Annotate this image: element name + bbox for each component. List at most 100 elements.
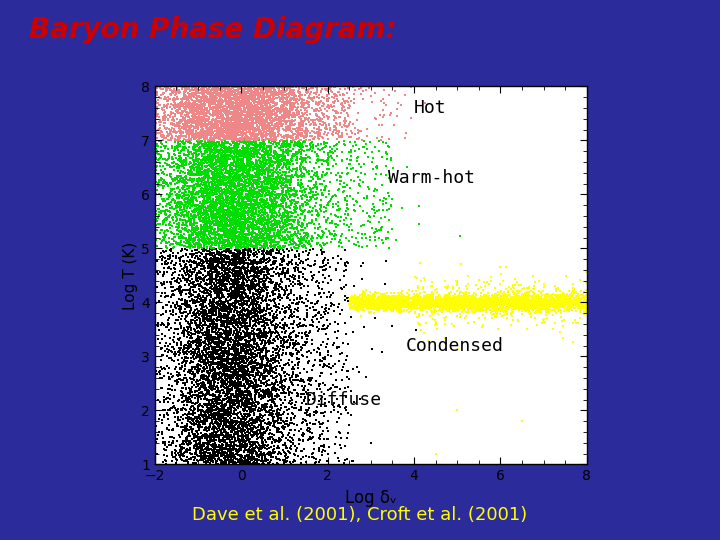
Point: [241, 384, 253, 393]
Point: [396, 299, 408, 308]
Point: [568, 286, 580, 294]
Point: [181, 178, 192, 187]
Point: [279, 336, 290, 345]
Point: [253, 368, 265, 376]
Point: [451, 295, 462, 303]
Point: [270, 436, 282, 445]
Point: [212, 347, 224, 356]
Point: [294, 238, 306, 247]
Point: [206, 416, 217, 424]
Point: [238, 436, 249, 445]
Point: [197, 324, 209, 333]
Point: [158, 264, 170, 273]
Point: [263, 369, 274, 378]
Point: [222, 125, 234, 133]
Point: [179, 121, 190, 130]
Point: [276, 180, 287, 188]
Point: [382, 301, 393, 310]
Point: [243, 216, 254, 225]
Point: [447, 299, 459, 307]
Point: [247, 211, 258, 219]
Point: [238, 317, 249, 326]
Point: [319, 399, 330, 407]
Point: [438, 304, 449, 313]
Point: [318, 278, 329, 287]
Point: [159, 178, 171, 187]
Point: [161, 301, 172, 309]
Point: [277, 386, 289, 394]
Point: [379, 301, 390, 309]
Point: [224, 187, 235, 196]
Point: [284, 165, 295, 174]
Point: [403, 294, 415, 302]
Point: [213, 140, 225, 149]
Point: [197, 416, 209, 425]
Point: [239, 114, 251, 123]
Point: [310, 187, 321, 196]
Point: [197, 96, 208, 105]
Point: [203, 118, 215, 127]
Point: [429, 299, 441, 307]
Point: [204, 124, 216, 133]
Point: [240, 348, 251, 356]
Point: [557, 296, 569, 305]
Point: [475, 282, 487, 291]
Point: [237, 259, 248, 267]
Point: [236, 190, 248, 199]
Point: [233, 451, 245, 460]
Point: [210, 97, 221, 106]
Point: [250, 104, 261, 112]
Point: [428, 295, 439, 304]
Point: [207, 307, 219, 316]
Point: [323, 94, 334, 103]
Point: [295, 180, 307, 189]
Point: [202, 378, 214, 387]
Point: [188, 139, 199, 148]
Point: [314, 430, 325, 439]
Point: [215, 217, 227, 225]
Point: [546, 293, 558, 301]
Point: [230, 350, 242, 359]
Point: [171, 172, 183, 181]
Point: [274, 158, 285, 167]
Point: [297, 210, 308, 218]
Point: [189, 317, 201, 326]
Point: [274, 383, 286, 391]
Point: [192, 89, 203, 98]
Point: [238, 304, 250, 313]
Point: [188, 82, 199, 91]
Point: [247, 174, 258, 183]
Point: [240, 224, 252, 233]
Point: [228, 414, 239, 422]
Point: [323, 305, 335, 314]
Point: [207, 348, 218, 357]
Point: [264, 95, 276, 104]
Point: [258, 106, 269, 115]
Point: [225, 308, 236, 316]
Point: [236, 206, 248, 215]
Point: [258, 196, 269, 205]
Point: [171, 259, 182, 267]
Point: [217, 307, 228, 316]
Point: [464, 293, 476, 302]
Point: [230, 368, 242, 377]
Point: [387, 296, 399, 305]
Point: [197, 168, 208, 177]
Point: [175, 155, 186, 164]
Point: [266, 279, 277, 288]
Point: [267, 132, 279, 141]
Point: [240, 421, 252, 430]
Point: [304, 197, 315, 205]
Point: [362, 293, 374, 302]
Point: [225, 447, 236, 455]
Point: [221, 237, 233, 245]
Point: [315, 311, 327, 320]
Point: [226, 417, 238, 426]
Point: [270, 148, 282, 157]
Point: [209, 347, 220, 355]
Point: [280, 349, 292, 357]
Point: [194, 89, 205, 97]
Point: [181, 448, 192, 457]
Point: [238, 426, 250, 435]
Point: [205, 402, 217, 411]
